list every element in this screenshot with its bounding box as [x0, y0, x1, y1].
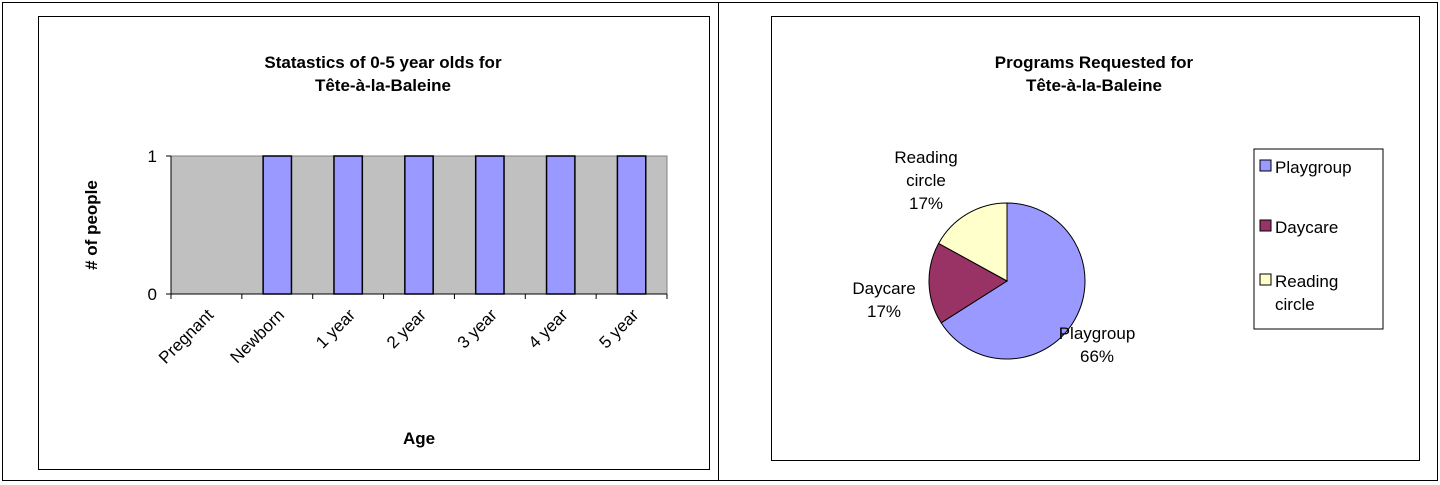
y-axis-label: # of people: [82, 180, 101, 270]
slice-label: 17%: [909, 194, 943, 213]
bar: [616, 155, 647, 295]
slice-label: 17%: [867, 302, 901, 321]
legend: Playgroup Daycare Reading circle: [1253, 148, 1384, 330]
x-tick-label: 1 year: [312, 305, 359, 352]
bar: [474, 155, 505, 295]
x-axis-label: Age: [403, 429, 435, 448]
slice-label: Reading: [894, 148, 957, 167]
legend-swatch: [1259, 219, 1272, 232]
programs-pie-chart: Programs Requested for Tête-à-la-Baleine P…: [852, 53, 1384, 366]
chart-title-line: Tête-à-la-Baleine: [1026, 76, 1162, 95]
x-tick-label: 5 year: [596, 305, 643, 352]
pie-slice: [937, 202, 1008, 282]
pie-chart-frame: Programs Requested for Tête-à-la-Baleine P…: [771, 16, 1420, 461]
chart-title-line: Statastics of 0-5 year olds for: [264, 53, 502, 72]
bar: [545, 155, 576, 295]
pie-slice: [928, 242, 1008, 324]
x-tick-label: 4 year: [525, 305, 572, 352]
bar: [333, 155, 364, 295]
legend-box: [1253, 148, 1384, 330]
legend-swatch: [1259, 273, 1272, 286]
right-table-cell: Programs Requested for Tête-à-la-Baleine P…: [719, 2, 1438, 481]
x-tick-label: Pregnant: [155, 305, 217, 367]
slice-label: 66%: [1080, 347, 1114, 366]
x-tick-label: 3 year: [454, 305, 501, 352]
chart-title-line: Programs Requested for: [995, 53, 1194, 72]
x-tick-label: Newborn: [227, 305, 289, 367]
legend-label: Playgroup: [1275, 158, 1352, 177]
y-tick-label: 1: [148, 147, 157, 166]
left-table-cell: Statastics of 0-5 year olds for Tête-à-la…: [2, 2, 719, 481]
y-tick-label: 0: [148, 285, 157, 304]
x-tick-label: 2 year: [383, 305, 430, 352]
bar: [404, 155, 434, 295]
legend-label: Daycare: [1275, 218, 1338, 237]
slice-label: Playgroup: [1059, 324, 1136, 343]
bar-chart-frame: Statastics of 0-5 year olds for Tête-à-la…: [38, 16, 710, 470]
slice-label: circle: [906, 171, 946, 190]
pie-slice: [940, 202, 1086, 360]
legend-swatch: [1259, 159, 1272, 172]
bar: [262, 155, 293, 295]
age-bar-chart: Statastics of 0-5 year olds for Tête-à-la…: [82, 53, 668, 448]
slice-label: Daycare: [852, 279, 915, 298]
legend-label: Reading: [1275, 272, 1338, 291]
chart-title-line: Tête-à-la-Baleine: [315, 76, 451, 95]
legend-label: circle: [1275, 295, 1315, 314]
